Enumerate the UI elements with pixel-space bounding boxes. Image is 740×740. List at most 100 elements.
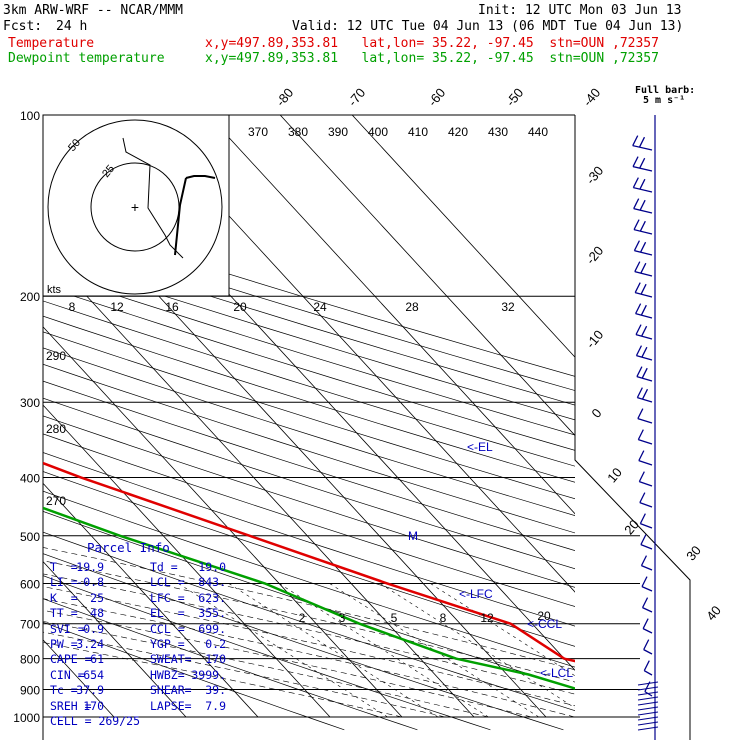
parcel-info-cell: 25 — [90, 590, 104, 605]
wind-barb-flag — [635, 345, 643, 356]
legend-dewpoint-info: x,y=497.89,353.81 lat,lon= 35.22, -97.45… — [205, 51, 659, 66]
isotherm-line — [43, 482, 259, 718]
dry-adiabat-line — [43, 331, 575, 500]
parcel-info-cell: 19.0 — [198, 560, 226, 574]
theta-label: 400 — [368, 125, 388, 139]
isotherm-line — [351, 115, 575, 358]
wind-barb — [643, 649, 653, 655]
wind-barb-flag — [637, 429, 644, 440]
wind-barb-flag — [640, 534, 647, 545]
wind-barb-flag — [639, 178, 646, 190]
hodograph-center: + — [131, 199, 139, 215]
wind-barb-flag — [635, 303, 642, 314]
wind-barb-surface — [637, 726, 659, 731]
parcel-info-cell: 48 — [90, 606, 104, 621]
dry-adiabat-line — [43, 452, 575, 627]
parcel-info-cell: SWEAT= — [150, 652, 192, 667]
pressure-label: 900 — [20, 683, 40, 697]
dry-adiabat-line — [43, 270, 575, 436]
wind-barb — [638, 439, 653, 445]
parcel-info-cell: 623. — [198, 590, 226, 605]
wind-barb-flag — [636, 366, 643, 377]
parcel-info-cell: LCL = — [150, 575, 185, 590]
parcel-info-cell: LAPSE= — [150, 698, 192, 713]
parcel-info-cell: CIN = — [50, 667, 85, 682]
parcel-info-cell: 37.9 — [76, 683, 104, 698]
dry-adiabat-line — [43, 433, 575, 607]
wind-barb-flag — [639, 513, 646, 524]
temperature-label: -80 — [273, 85, 297, 109]
wind-barb-flag — [638, 471, 645, 482]
parcel-info-cell: -0.8 — [76, 575, 104, 590]
theta-label: 420 — [448, 125, 468, 139]
wind-barb-flag — [641, 346, 648, 358]
wind-barb-flag — [639, 492, 646, 503]
dry-adiabat-line — [43, 575, 491, 731]
theta-label: 380 — [288, 125, 308, 139]
wind-barb — [643, 670, 653, 676]
theta-e-label: 280 — [46, 422, 66, 436]
parcel-info-cell: SVI = — [50, 621, 85, 636]
pressure-label: 700 — [20, 618, 40, 632]
isotherm-line — [43, 404, 331, 718]
wind-barb — [640, 544, 653, 550]
wind-barb-flag — [632, 135, 639, 146]
wind-barb — [634, 249, 653, 256]
parcel-info-cell: PW = — [50, 637, 78, 651]
parcel-info-cell: 61 — [90, 652, 104, 667]
dry-adiabat-line — [43, 315, 575, 483]
parcel-info-cell: Tc = — [50, 683, 78, 698]
dry-adiabat-line — [43, 471, 575, 647]
wind-barb — [637, 418, 653, 424]
forecast-hour: 24 h — [56, 19, 88, 34]
dry-adiabat-line — [43, 300, 575, 467]
parcel-info-cell: 843. — [198, 575, 226, 590]
wind-barb-flag — [643, 660, 650, 671]
theta-label: 370 — [248, 125, 268, 139]
m-marker: M — [408, 529, 418, 543]
parcel-info-cell: 3.24 — [76, 637, 104, 651]
wind-barb-surface — [637, 696, 659, 701]
theta-e-label: 290 — [46, 349, 66, 363]
forecast-label: Fcst: — [3, 19, 43, 34]
wind-barb-surface — [637, 706, 659, 711]
moist-adiabat-line — [43, 586, 575, 707]
parcel-info-cell: 3999. — [191, 667, 226, 682]
temperature-label: 0 — [588, 406, 604, 421]
wind-barb-surface — [637, 716, 659, 721]
wind-barb — [636, 376, 653, 382]
wind-barb — [633, 228, 653, 235]
legend-dewpoint-label: Dewpoint temperature — [8, 51, 165, 66]
speed-label: 16 — [165, 300, 179, 314]
lcl-marker: <-LCL — [540, 666, 573, 680]
wind-barb-flag — [639, 199, 646, 211]
parcel-info-cell: 7.9 — [205, 698, 226, 713]
parcel-info-cell: SREH = — [50, 698, 92, 713]
parcel-info-cell: SHEAR= — [150, 683, 192, 698]
theta-label: 410 — [408, 125, 428, 139]
moist-adiabat-line — [43, 631, 446, 718]
parcel-info-cell: CCL = — [150, 621, 185, 636]
isotherm-line — [43, 560, 187, 718]
speed-label: 20 — [233, 300, 247, 314]
wind-barb — [637, 397, 653, 403]
parcel-info-cell: CAPE = — [50, 652, 92, 667]
wind-barb — [641, 565, 653, 571]
dry-adiabat-line — [43, 242, 575, 406]
wind-barb-flag — [637, 408, 644, 419]
parcel-info-cell: HWBZ= — [150, 667, 185, 682]
wind-barb-flag — [641, 325, 648, 337]
dry-adiabat-line — [43, 347, 575, 517]
wind-barb-flag — [643, 639, 650, 650]
isotherm-line — [207, 115, 575, 515]
mixing-ratio-label: 3 — [339, 611, 346, 625]
wind-barb — [636, 355, 653, 361]
temperature-label: 10 — [604, 465, 625, 486]
wind-barb-flag — [634, 282, 641, 293]
temperature-profile — [43, 461, 575, 663]
wind-barb-flag — [633, 240, 640, 251]
wind-barb — [633, 207, 653, 214]
dry-adiabat-line — [43, 256, 575, 421]
parcel-info-cell: 39. — [205, 683, 226, 698]
wind-barb — [641, 586, 653, 592]
